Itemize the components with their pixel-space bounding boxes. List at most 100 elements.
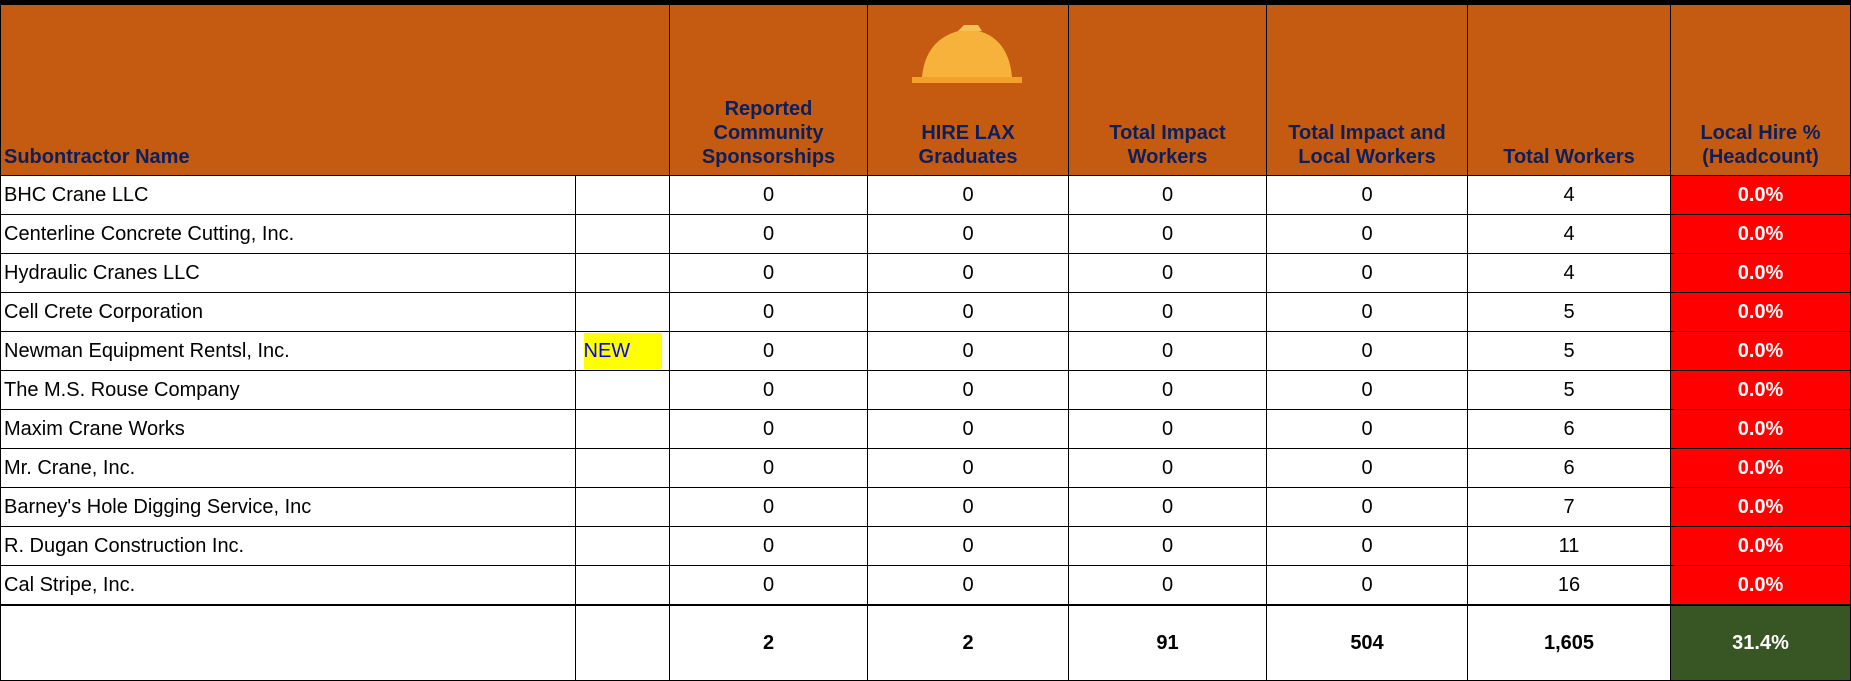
local-hire-cell: 0.0% bbox=[1670, 292, 1851, 332]
value-cell: 11 bbox=[1467, 526, 1671, 566]
value-cell: 0 bbox=[669, 331, 868, 371]
value-cell: 0 bbox=[669, 292, 868, 332]
table-row: Mr. Crane, Inc. 0 0 0 0 6 0.0% bbox=[0, 448, 1851, 488]
value-cell: 5 bbox=[1467, 331, 1671, 371]
local-hire-cell: 0.0% bbox=[1670, 526, 1851, 566]
subcontractor-name: BHC Crane LLC bbox=[0, 175, 576, 215]
value-cell: 0 bbox=[867, 370, 1069, 410]
value-cell: 6 bbox=[1467, 409, 1671, 449]
local-hire-cell: 0.0% bbox=[1670, 214, 1851, 254]
value-cell: 0 bbox=[1266, 370, 1468, 410]
value-cell: 0 bbox=[867, 487, 1069, 527]
local-hire-cell: 0.0% bbox=[1670, 487, 1851, 527]
local-hire-cell: 0.0% bbox=[1670, 370, 1851, 410]
value-cell: 0 bbox=[867, 565, 1069, 606]
value-cell: 0 bbox=[867, 526, 1069, 566]
value-cell: 0 bbox=[867, 214, 1069, 254]
value-cell: 0 bbox=[1068, 253, 1267, 293]
value-cell: 0 bbox=[1266, 526, 1468, 566]
value-cell: 0 bbox=[1068, 370, 1267, 410]
total-cell: 2 bbox=[867, 604, 1069, 681]
subcontractor-name: The M.S. Rouse Company bbox=[0, 370, 576, 410]
flag-cell bbox=[575, 292, 670, 332]
total-row: 2 2 91 504 1,605 31.4% bbox=[0, 604, 1851, 681]
value-cell: 7 bbox=[1467, 487, 1671, 527]
value-cell: 0 bbox=[1266, 565, 1468, 606]
value-cell: 5 bbox=[1467, 292, 1671, 332]
flag-cell bbox=[575, 487, 670, 527]
subcontractor-name: Cell Crete Corporation bbox=[0, 292, 576, 332]
table-row: BHC Crane LLC 0 0 0 0 4 0.0% bbox=[0, 175, 1851, 215]
column-header: Subontractor Name bbox=[0, 2, 670, 176]
value-cell: 0 bbox=[1068, 526, 1267, 566]
local-hire-cell: 0.0% bbox=[1670, 253, 1851, 293]
subcontractor-name: Cal Stripe, Inc. bbox=[0, 565, 576, 606]
column-header: HIRE LAX Graduates bbox=[867, 2, 1069, 176]
value-cell: 0 bbox=[1266, 175, 1468, 215]
table-row: Cal Stripe, Inc. 0 0 0 0 16 0.0% bbox=[0, 565, 1851, 606]
subcontractor-name: Hydraulic Cranes LLC bbox=[0, 253, 576, 293]
value-cell: 0 bbox=[669, 253, 868, 293]
value-cell: 0 bbox=[1266, 292, 1468, 332]
table-row: Newman Equipment Rentsl, Inc. NEW 0 0 0 0 5 0.0… bbox=[0, 331, 1851, 371]
table-row: Maxim Crane Works 0 0 0 0 6 0.0% bbox=[0, 409, 1851, 449]
table-row: Hydraulic Cranes LLC 0 0 0 0 4 0.0% bbox=[0, 253, 1851, 293]
value-cell: 0 bbox=[1068, 448, 1267, 488]
value-cell: 0 bbox=[1068, 409, 1267, 449]
value-cell: 4 bbox=[1467, 253, 1671, 293]
table-row: Cell Crete Corporation 0 0 0 0 5 0.0% bbox=[0, 292, 1851, 332]
value-cell: 0 bbox=[669, 526, 868, 566]
value-cell: 0 bbox=[1266, 331, 1468, 371]
local-hire-cell: 0.0% bbox=[1670, 409, 1851, 449]
flag-cell: NEW bbox=[575, 331, 670, 371]
value-cell: 0 bbox=[1068, 565, 1267, 606]
table-body: BHC Crane LLC 0 0 0 0 4 0.0% Centerline Concret… bbox=[0, 175, 1851, 681]
value-cell: 0 bbox=[1266, 448, 1468, 488]
subcontractor-name: R. Dugan Construction Inc. bbox=[0, 526, 576, 566]
total-cell: 504 bbox=[1266, 604, 1468, 681]
total-local-hire-cell: 31.4% bbox=[1670, 604, 1851, 681]
value-cell: 0 bbox=[669, 487, 868, 527]
value-cell: 0 bbox=[1068, 331, 1267, 371]
subcontractor-name: Centerline Concrete Cutting, Inc. bbox=[0, 214, 576, 254]
value-cell: 0 bbox=[669, 370, 868, 410]
subcontractor-name: Maxim Crane Works bbox=[0, 409, 576, 449]
value-cell: 0 bbox=[1266, 253, 1468, 293]
flag-cell bbox=[575, 604, 670, 681]
total-cell: 1,605 bbox=[1467, 604, 1671, 681]
total-label-cell bbox=[0, 604, 576, 681]
value-cell: 0 bbox=[1266, 409, 1468, 449]
flag-cell bbox=[575, 214, 670, 254]
value-cell: 0 bbox=[1266, 487, 1468, 527]
flag-cell bbox=[575, 370, 670, 410]
table-row: The M.S. Rouse Company 0 0 0 0 5 0.0% bbox=[0, 370, 1851, 410]
new-flag: NEW bbox=[583, 333, 662, 369]
table-row: Barney's Hole Digging Service, Inc 0 0 0 0 7 0… bbox=[0, 487, 1851, 527]
value-cell: 0 bbox=[867, 253, 1069, 293]
column-header: Reported Community Sponsorships bbox=[669, 2, 868, 176]
value-cell: 6 bbox=[1467, 448, 1671, 488]
value-cell: 16 bbox=[1467, 565, 1671, 606]
subcontractor-name: Mr. Crane, Inc. bbox=[0, 448, 576, 488]
value-cell: 0 bbox=[867, 175, 1069, 215]
value-cell: 0 bbox=[1068, 214, 1267, 254]
local-hire-cell: 0.0% bbox=[1670, 175, 1851, 215]
flag-cell bbox=[575, 448, 670, 488]
column-header: Local Hire % (Headcount) bbox=[1670, 2, 1851, 176]
value-cell: 0 bbox=[867, 331, 1069, 371]
local-hire-cell: 0.0% bbox=[1670, 331, 1851, 371]
total-cell: 2 bbox=[669, 604, 868, 681]
value-cell: 0 bbox=[1068, 292, 1267, 332]
value-cell: 0 bbox=[669, 214, 868, 254]
value-cell: 4 bbox=[1467, 214, 1671, 254]
table-row: R. Dugan Construction Inc. 0 0 0 0 11 0.0% bbox=[0, 526, 1851, 566]
value-cell: 4 bbox=[1467, 175, 1671, 215]
column-header-text: HIRE LAX Graduates bbox=[918, 122, 1018, 168]
subcontractor-name: Barney's Hole Digging Service, Inc bbox=[0, 487, 576, 527]
header-row: Subontractor Name Reported Community Spo… bbox=[0, 2, 1851, 176]
subcontractor-name: Newman Equipment Rentsl, Inc. bbox=[0, 331, 576, 371]
flag-cell bbox=[575, 253, 670, 293]
value-cell: 0 bbox=[669, 175, 868, 215]
